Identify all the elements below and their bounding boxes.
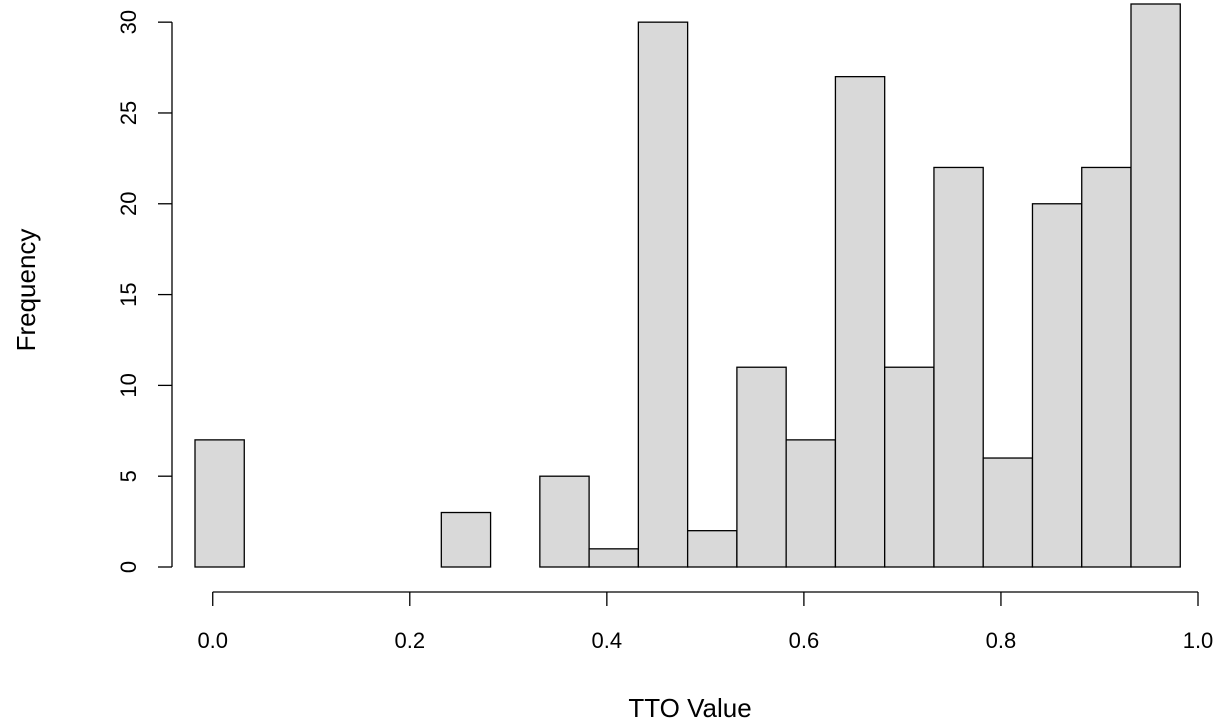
x-tick-label: 0.4 bbox=[592, 628, 623, 653]
bar bbox=[539, 475, 590, 568]
x-tick-label: 0.2 bbox=[394, 628, 425, 653]
y-tick-label: 5 bbox=[116, 470, 141, 482]
bar bbox=[686, 530, 738, 568]
y-tick-label: 15 bbox=[116, 282, 141, 306]
y-tick-label: 0 bbox=[116, 561, 141, 573]
y-tick-label: 10 bbox=[116, 373, 141, 397]
x-tick-label: 0.0 bbox=[197, 628, 228, 653]
bar bbox=[834, 75, 886, 568]
bar bbox=[637, 21, 689, 568]
bar bbox=[884, 366, 935, 568]
bar bbox=[1081, 166, 1132, 568]
x-tick-label: 1.0 bbox=[1183, 628, 1214, 653]
bar bbox=[736, 366, 787, 568]
x-axis-title: TTO Value bbox=[628, 693, 751, 723]
y-tick-label: 20 bbox=[116, 192, 141, 216]
x-tick-label: 0.8 bbox=[986, 628, 1017, 653]
y-tick-label: 25 bbox=[116, 101, 141, 125]
x-tick-label: 0.6 bbox=[789, 628, 820, 653]
bar bbox=[785, 439, 837, 568]
bar bbox=[440, 511, 492, 568]
bar bbox=[982, 457, 1034, 568]
bar bbox=[1130, 3, 1181, 568]
bar bbox=[1031, 203, 1083, 568]
bar bbox=[194, 439, 245, 568]
y-tick-label: 30 bbox=[116, 10, 141, 34]
bar bbox=[588, 548, 640, 568]
bar bbox=[933, 166, 984, 568]
y-axis-title: Frequency bbox=[11, 229, 41, 352]
